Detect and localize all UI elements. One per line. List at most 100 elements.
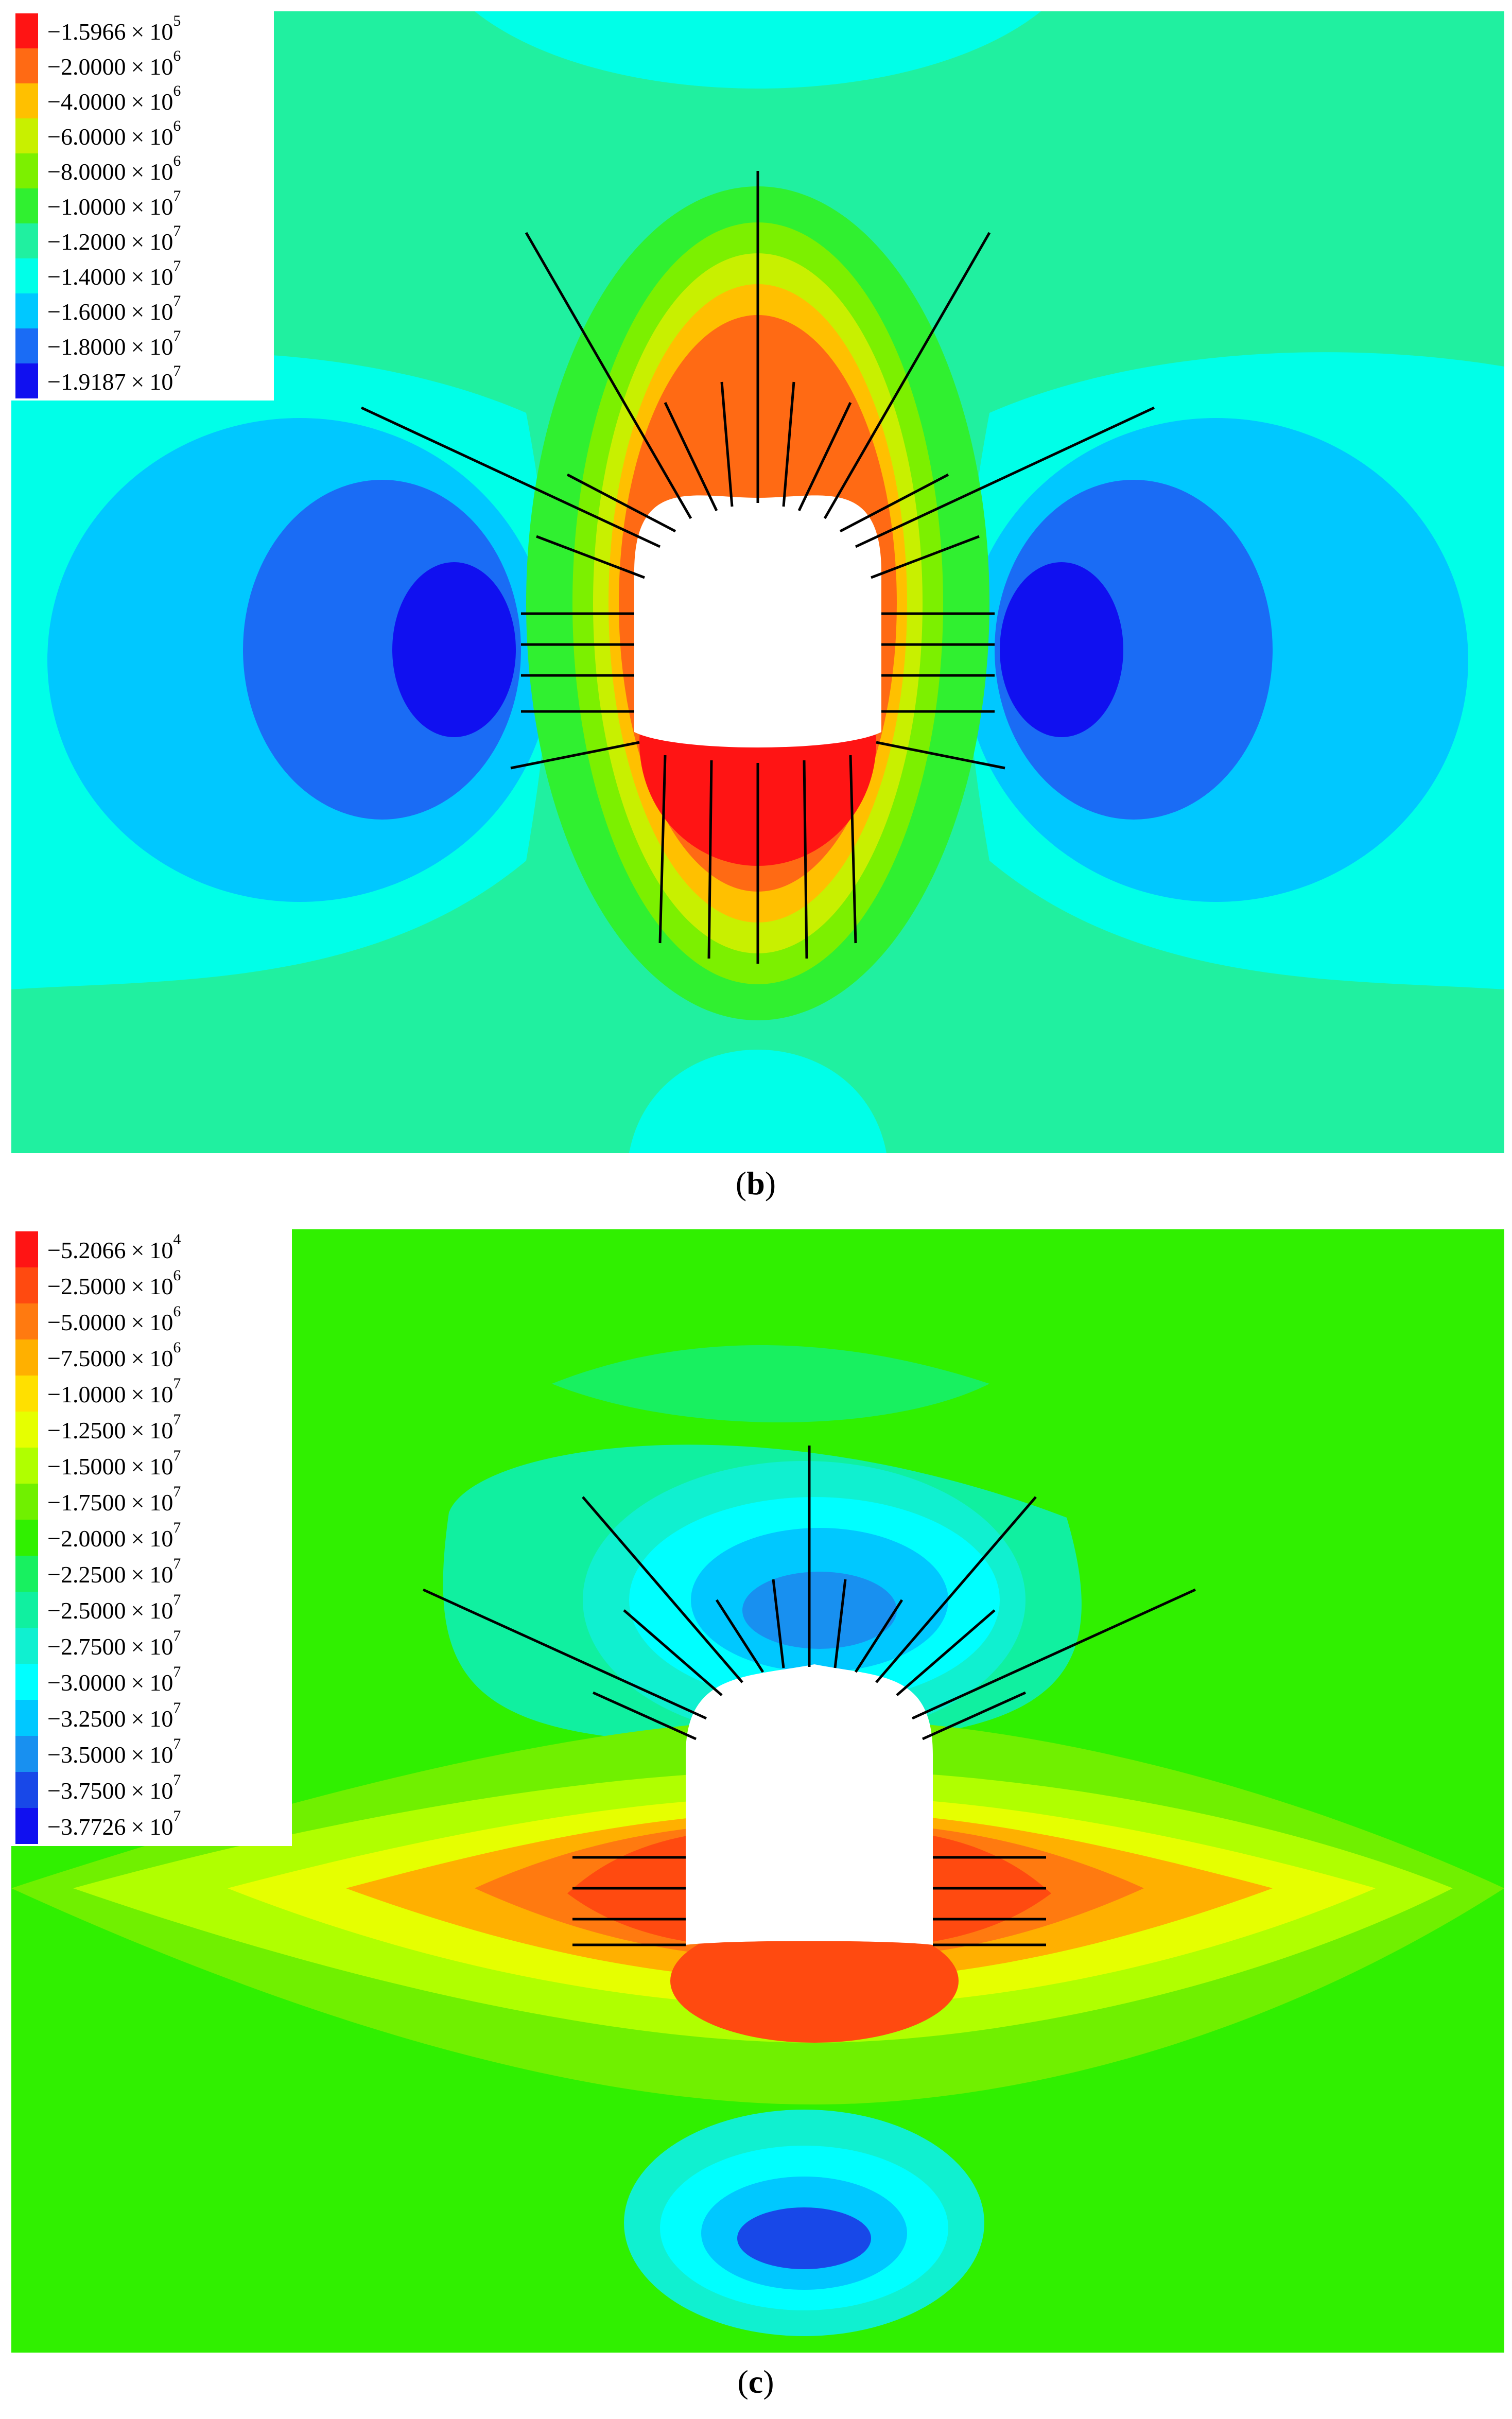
legend-exponent: 7 bbox=[173, 257, 181, 275]
legend-base: 10 bbox=[149, 19, 173, 45]
legend-label: −5.2066 × 104 bbox=[47, 1232, 181, 1264]
times-symbol: × bbox=[131, 1345, 145, 1371]
legend-mantissa: −1.0000 bbox=[47, 194, 126, 220]
legend-swatch bbox=[15, 1303, 38, 1339]
legend-swatch bbox=[15, 1628, 38, 1664]
legend-swatch bbox=[15, 293, 38, 328]
legend-mantissa: −5.0000 bbox=[47, 1309, 126, 1335]
times-symbol: × bbox=[131, 124, 145, 150]
legend-swatch bbox=[15, 1484, 38, 1520]
legend-base: 10 bbox=[149, 1345, 173, 1371]
legend-mantissa: −8.0000 bbox=[47, 159, 126, 185]
legend-entry: −3.7726 × 107 bbox=[11, 1808, 292, 1844]
legend-exponent: 6 bbox=[173, 1267, 181, 1284]
legend-entry: −7.5000 × 106 bbox=[11, 1339, 292, 1376]
legend-label: −2.2500 × 107 bbox=[47, 1556, 181, 1588]
legend-label: −1.8000 × 107 bbox=[47, 328, 181, 360]
legend-swatch bbox=[15, 1448, 38, 1484]
legend-label: −5.0000 × 106 bbox=[47, 1304, 181, 1336]
legend-swatch bbox=[15, 223, 38, 258]
times-symbol: × bbox=[131, 1597, 145, 1624]
legend-base: 10 bbox=[149, 1814, 173, 1840]
legend-swatch bbox=[15, 118, 38, 153]
legend-label: −3.5000 × 107 bbox=[47, 1736, 181, 1768]
contour-field-b bbox=[11, 11, 1504, 1153]
legend-entry: −3.7500 × 107 bbox=[11, 1772, 292, 1808]
legend-mantissa: −1.5000 bbox=[47, 1453, 126, 1480]
legend-entry: −2.2500 × 107 bbox=[11, 1556, 292, 1592]
legend-swatch bbox=[15, 1700, 38, 1736]
legend-swatch bbox=[15, 1520, 38, 1556]
legend-exponent: 7 bbox=[173, 1699, 181, 1717]
legend-entry: −1.7500 × 107 bbox=[11, 1484, 292, 1520]
legend-swatch bbox=[15, 188, 38, 223]
legend-mantissa: −3.7500 bbox=[47, 1778, 126, 1804]
legend-label: −2.0000 × 106 bbox=[47, 48, 181, 80]
legend-mantissa: −3.7726 bbox=[47, 1814, 126, 1840]
legend-exponent: 7 bbox=[173, 1591, 181, 1609]
legend-entry: −1.6000 × 107 bbox=[11, 293, 274, 328]
legend-mantissa: −1.9187 bbox=[47, 369, 126, 395]
times-symbol: × bbox=[131, 194, 145, 220]
legend-entry: −1.5966 × 105 bbox=[11, 13, 274, 48]
legend-exponent: 7 bbox=[173, 1735, 181, 1753]
legend-exponent: 5 bbox=[173, 12, 181, 30]
legend-base: 10 bbox=[149, 229, 173, 255]
legend-entry: −2.0000 × 107 bbox=[11, 1520, 292, 1556]
times-symbol: × bbox=[131, 54, 145, 80]
legend-mantissa: −1.2000 bbox=[47, 229, 126, 255]
legend-base: 10 bbox=[149, 194, 173, 220]
contour-plot-b: −1.5966 × 105 −2.0000 × 106 −4.0000 × 106 −6.0000… bbox=[11, 11, 1504, 1153]
legend-base: 10 bbox=[149, 369, 173, 395]
times-symbol: × bbox=[131, 1706, 145, 1732]
times-symbol: × bbox=[131, 1381, 145, 1407]
legend-label: −6.0000 × 106 bbox=[47, 118, 181, 150]
legend-mantissa: −2.0000 bbox=[47, 54, 126, 80]
legend-mantissa: −2.5000 bbox=[47, 1273, 126, 1299]
legend-label: −1.0000 × 107 bbox=[47, 188, 181, 220]
legend-mantissa: −3.2500 bbox=[47, 1706, 126, 1732]
legend-exponent: 7 bbox=[173, 1411, 181, 1429]
legend-label: −1.2500 × 107 bbox=[47, 1412, 181, 1444]
legend-entry: −1.2500 × 107 bbox=[11, 1412, 292, 1448]
legend-exponent: 7 bbox=[173, 1375, 181, 1393]
legend-label: −8.0000 × 106 bbox=[47, 153, 181, 185]
legend-swatch bbox=[15, 1664, 38, 1700]
times-symbol: × bbox=[131, 229, 145, 255]
legend-mantissa: −1.0000 bbox=[47, 1381, 126, 1407]
legend-exponent: 6 bbox=[173, 82, 181, 100]
legend-base: 10 bbox=[149, 1237, 173, 1263]
times-symbol: × bbox=[131, 1742, 145, 1768]
legend-mantissa: −3.0000 bbox=[47, 1669, 126, 1696]
legend-exponent: 6 bbox=[173, 47, 181, 65]
times-symbol: × bbox=[131, 1309, 145, 1335]
legend-label: −2.0000 × 107 bbox=[47, 1520, 181, 1552]
legend-base: 10 bbox=[149, 1706, 173, 1732]
legend-base: 10 bbox=[149, 1669, 173, 1696]
legend-swatch bbox=[15, 1376, 38, 1412]
legend-mantissa: −1.4000 bbox=[47, 264, 126, 290]
legend-base: 10 bbox=[149, 264, 173, 290]
legend-swatch bbox=[15, 1592, 38, 1628]
times-symbol: × bbox=[131, 369, 145, 395]
legend-label: −1.9187 × 107 bbox=[47, 363, 181, 395]
legend-exponent: 7 bbox=[173, 1519, 181, 1537]
times-symbol: × bbox=[131, 334, 145, 360]
legend-mantissa: −5.2066 bbox=[47, 1237, 126, 1263]
legend-entry: −3.2500 × 107 bbox=[11, 1700, 292, 1736]
legend-swatch bbox=[15, 1267, 38, 1303]
legend-mantissa: −3.5000 bbox=[47, 1742, 126, 1768]
legend-swatch bbox=[15, 1772, 38, 1808]
legend-entry: −1.0000 × 107 bbox=[11, 188, 274, 223]
legend-exponent: 7 bbox=[173, 187, 181, 205]
legend-base: 10 bbox=[149, 1597, 173, 1624]
times-symbol: × bbox=[131, 1669, 145, 1696]
legend-base: 10 bbox=[149, 159, 173, 185]
legend-base: 10 bbox=[149, 1633, 173, 1660]
legend-mantissa: −1.6000 bbox=[47, 299, 126, 325]
legend-base: 10 bbox=[149, 1309, 173, 1335]
legend-exponent: 7 bbox=[173, 1627, 181, 1645]
legend-base: 10 bbox=[149, 54, 173, 80]
legend-swatch bbox=[15, 13, 38, 48]
legend-entry: −4.0000 × 106 bbox=[11, 83, 274, 118]
